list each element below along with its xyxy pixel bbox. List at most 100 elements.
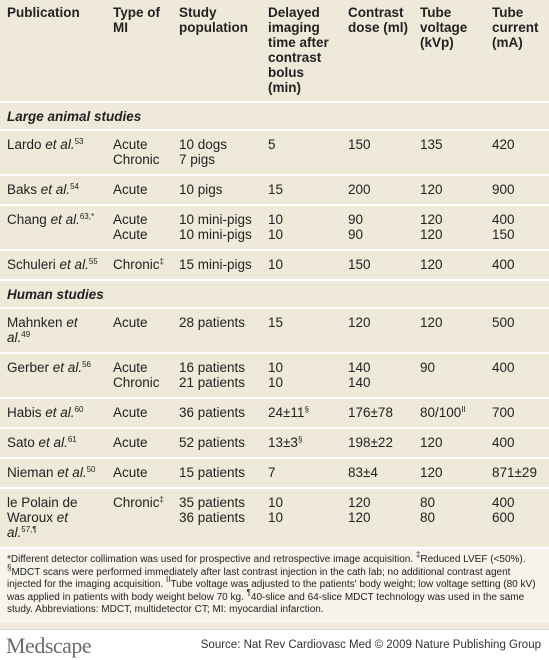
- section-title: Human studies: [0, 280, 549, 309]
- data-table: Publication Type of MI Study population Del…: [0, 0, 549, 549]
- column-header: Tube current (mA): [485, 0, 549, 103]
- cell-line: 150: [348, 137, 371, 152]
- cell-line: 150: [348, 257, 371, 272]
- publication-cell: Gerber et al.56: [0, 353, 106, 399]
- reference: 49: [21, 330, 31, 339]
- cell-text: Chronic: [113, 257, 160, 272]
- cell: 420: [485, 130, 549, 176]
- cell-line: 10: [268, 227, 284, 242]
- cell-line: 400: [492, 435, 515, 450]
- cell-line: 140: [348, 360, 371, 375]
- table-row: Gerber et al.56 Acute Chronic 16 patients 21…: [0, 353, 549, 399]
- cell: 5: [261, 130, 341, 176]
- cell: 150: [341, 130, 413, 176]
- logo: Medscape: [6, 633, 92, 658]
- cell-line: 83±4: [348, 465, 378, 480]
- cell-line: 120: [420, 315, 443, 330]
- author: Schuleri: [7, 257, 56, 272]
- cell-line: Acute: [113, 435, 148, 450]
- table-row: Sato et al.61 Acute 52 patients 13±3§ 198±22…: [0, 428, 549, 459]
- cell-text: 13±3: [268, 435, 298, 450]
- cell: 400: [485, 250, 549, 281]
- cell-line: 400: [492, 212, 515, 227]
- column-header: Type of MI: [106, 0, 172, 103]
- column-header: Delayed imaging time after contrast bolu…: [261, 0, 341, 103]
- cell-line: 7 pigs: [179, 152, 216, 167]
- author: Gerber: [7, 360, 50, 375]
- cell-line: 500: [492, 315, 515, 330]
- cell-line: Chronic‡: [113, 495, 167, 510]
- cell: 90: [413, 353, 485, 399]
- cell-line: 21 patients: [179, 375, 246, 390]
- cell-line: 24±11§: [268, 405, 336, 420]
- footnote-mark: ‡: [415, 550, 421, 559]
- cell-line: 35 patients: [179, 495, 246, 510]
- cell: 140 140: [341, 353, 413, 399]
- publication-cell: Chang et al.63,*: [0, 205, 106, 251]
- column-header: Tube voltage (kVp): [413, 0, 485, 103]
- cell-line: 15 mini-pigs: [179, 257, 252, 272]
- cell: 400: [485, 353, 549, 399]
- cell-line: 10: [268, 510, 284, 525]
- source: Source: Nat Rev Cardiovasc Med © 2009 Na…: [200, 639, 541, 651]
- footnote-mark: ‡: [159, 495, 164, 504]
- reference: 54: [70, 182, 79, 191]
- et-al: et al.: [7, 510, 69, 540]
- cell: 400 150: [485, 205, 549, 251]
- cell: 120: [341, 308, 413, 354]
- publication-cell: Habis et al.60: [0, 398, 106, 429]
- cell-line: 10: [268, 257, 284, 272]
- footnote-mark: ¶: [246, 587, 251, 597]
- cell-line: 7: [268, 465, 276, 480]
- cell: 16 patients 21 patients: [172, 353, 261, 399]
- reference: 57,¶: [21, 525, 37, 534]
- cell: 52 patients: [172, 428, 261, 459]
- cell: 83±4: [341, 458, 413, 489]
- cell: 700: [485, 398, 549, 429]
- cell-line: 80/100II: [420, 405, 480, 420]
- cell: Acute Chronic: [106, 130, 172, 176]
- cell-line: 600: [492, 510, 515, 525]
- cell-line: Chronic‡: [113, 257, 167, 272]
- footer: Medscape Source: Nat Rev Cardiovasc Med …: [0, 629, 549, 660]
- cell-line: Chronic: [113, 375, 160, 390]
- cell: 120 120: [341, 488, 413, 549]
- cell-line: 10: [268, 375, 284, 390]
- publication-cell: Mahnken et al.49: [0, 308, 106, 354]
- publication-cell: le Polain de Waroux et al.57,¶: [0, 488, 106, 549]
- cell: 80 80: [413, 488, 485, 549]
- cell-line: 871±29: [492, 465, 537, 480]
- cell-line: 700: [492, 405, 515, 420]
- cell-line: Acute: [113, 137, 148, 152]
- cell: 10 10: [261, 205, 341, 251]
- cell: 10 pigs: [172, 175, 261, 206]
- reference: 53: [74, 137, 84, 146]
- cell: 400 600: [485, 488, 549, 549]
- reference: 55: [88, 257, 98, 266]
- publication-cell: Sato et al.61: [0, 428, 106, 459]
- cell-line: 120: [420, 257, 443, 272]
- table-body: Large animal studies Lardo et al.53 Acute C…: [0, 102, 549, 549]
- cell-line: 15: [268, 182, 284, 197]
- cell-line: 120: [348, 495, 371, 510]
- cell: 13±3§: [261, 428, 341, 459]
- footnote-mark: §: [304, 405, 309, 414]
- cell: 120: [413, 308, 485, 354]
- cell-line: 135: [420, 137, 443, 152]
- cell: 871±29: [485, 458, 549, 489]
- cell-line: 10: [268, 495, 284, 510]
- author: Sato: [7, 435, 35, 450]
- cell-line: 900: [492, 182, 515, 197]
- table-row: Schuleri et al.55 Chronic‡ 15 mini-pigs 10 1…: [0, 250, 549, 281]
- et-al: et al.: [45, 137, 75, 152]
- et-al: et al.: [45, 405, 75, 420]
- cell: 35 patients 36 patients: [172, 488, 261, 549]
- cell: Acute: [106, 428, 172, 459]
- cell: Chronic‡: [106, 488, 172, 549]
- cell-text: 24±11: [268, 405, 305, 420]
- publication-cell: Baks et al.54: [0, 175, 106, 206]
- column-header: Publication: [0, 0, 106, 103]
- cell: 200: [341, 175, 413, 206]
- cell: 10: [261, 250, 341, 281]
